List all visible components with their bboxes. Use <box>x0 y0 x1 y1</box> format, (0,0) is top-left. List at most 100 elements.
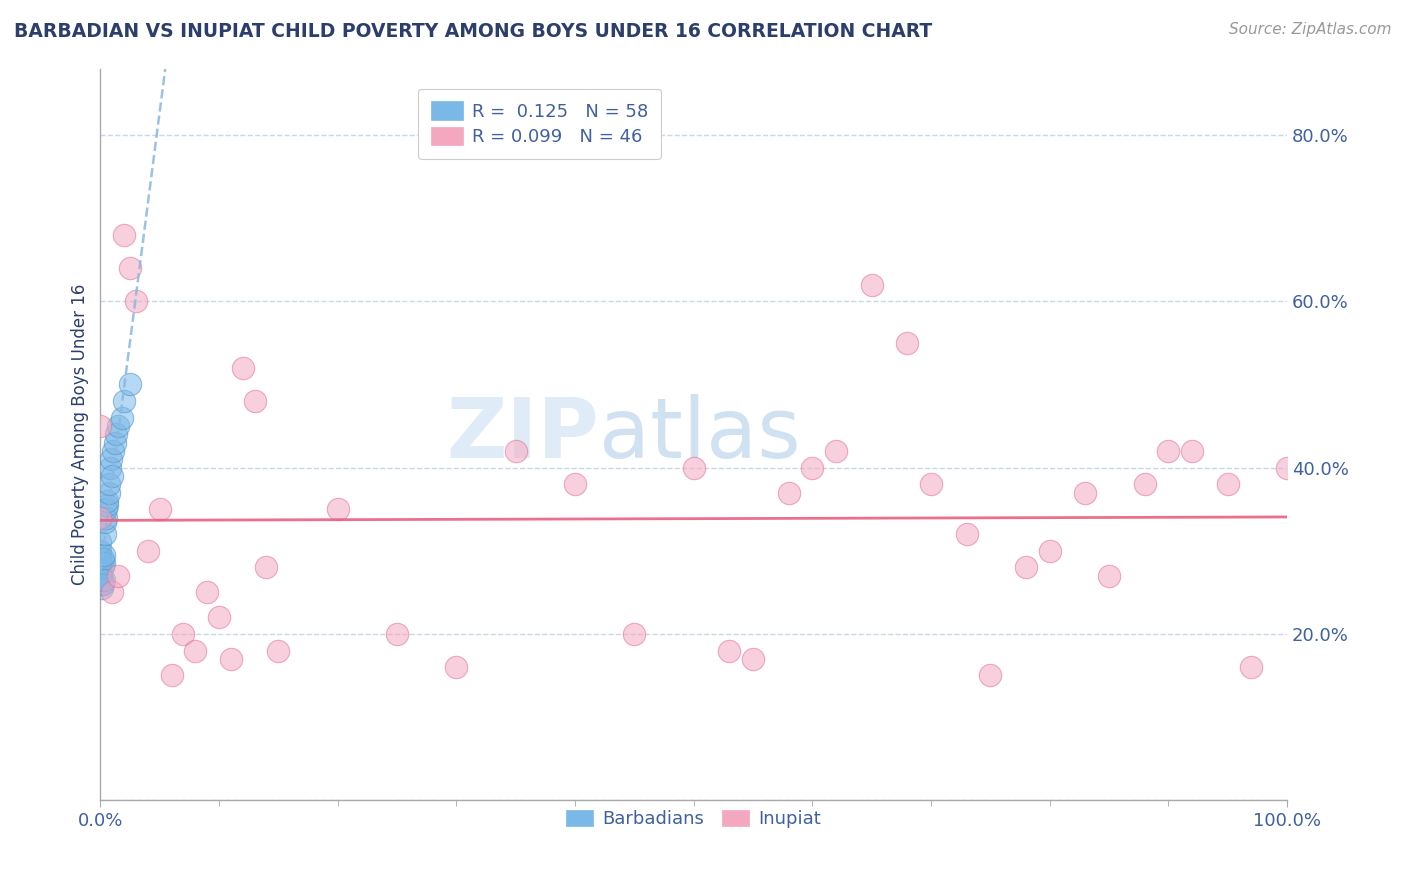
Point <box>801 460 824 475</box>
Point <box>90 577 112 591</box>
Text: atlas: atlas <box>599 394 800 475</box>
Point <box>91 552 114 566</box>
Point <box>1275 460 1298 475</box>
Point <box>89 567 111 582</box>
Point <box>89 568 111 582</box>
Point <box>107 568 129 582</box>
Point <box>89 568 111 582</box>
Point <box>184 643 207 657</box>
Point <box>107 419 129 434</box>
Point <box>825 444 848 458</box>
Point <box>682 460 704 475</box>
Point <box>93 573 115 587</box>
Point <box>89 563 111 577</box>
Point <box>89 568 111 582</box>
Legend: Barbadians, Inupiat: Barbadians, Inupiat <box>560 803 828 835</box>
Point <box>97 477 120 491</box>
Point <box>118 377 141 392</box>
Point <box>623 627 645 641</box>
Point <box>89 568 111 582</box>
Point <box>89 419 111 434</box>
Point <box>93 548 115 562</box>
Point <box>89 568 111 582</box>
Point <box>267 643 290 657</box>
Point <box>104 427 127 442</box>
Point <box>89 560 111 574</box>
Point <box>103 444 125 458</box>
Point <box>89 564 111 578</box>
Point <box>1039 543 1062 558</box>
Point <box>98 460 121 475</box>
Point <box>89 568 111 582</box>
Point <box>94 515 117 529</box>
Point <box>101 585 124 599</box>
Point <box>385 627 408 641</box>
Point <box>104 435 127 450</box>
Point <box>89 568 111 582</box>
Point <box>96 510 118 524</box>
Point <box>1015 560 1038 574</box>
Point <box>111 410 134 425</box>
Point <box>89 543 111 558</box>
Point <box>89 565 111 579</box>
Point <box>219 652 242 666</box>
Point <box>89 552 111 566</box>
Point <box>326 502 349 516</box>
Point <box>90 573 112 587</box>
Point <box>136 543 159 558</box>
Point <box>89 568 111 582</box>
Point <box>112 394 135 409</box>
Point <box>505 444 527 458</box>
Point <box>89 566 111 581</box>
Point <box>118 261 141 276</box>
Point <box>718 643 741 657</box>
Point <box>896 335 918 350</box>
Point <box>89 556 111 570</box>
Point <box>89 561 111 575</box>
Point <box>920 477 942 491</box>
Point <box>172 627 194 641</box>
Point <box>89 568 111 582</box>
Point <box>96 498 118 512</box>
Point <box>956 527 979 541</box>
Point <box>90 581 112 595</box>
Point <box>564 477 586 491</box>
Point <box>195 585 218 599</box>
Point <box>89 567 111 582</box>
Point <box>1181 444 1204 458</box>
Point <box>89 568 111 582</box>
Point <box>232 360 254 375</box>
Point <box>96 502 118 516</box>
Point <box>100 452 122 467</box>
Point <box>160 668 183 682</box>
Text: ZIP: ZIP <box>446 394 599 475</box>
Point <box>89 568 111 582</box>
Point <box>91 560 114 574</box>
Point <box>112 227 135 242</box>
Point <box>89 562 111 576</box>
Text: BARBADIAN VS INUPIAT CHILD POVERTY AMONG BOYS UNDER 16 CORRELATION CHART: BARBADIAN VS INUPIAT CHILD POVERTY AMONG… <box>14 22 932 41</box>
Point <box>1216 477 1239 491</box>
Point <box>89 568 111 582</box>
Point <box>860 277 883 292</box>
Point <box>89 568 111 582</box>
Point <box>778 485 800 500</box>
Point <box>1074 485 1097 500</box>
Point <box>96 494 118 508</box>
Text: Source: ZipAtlas.com: Source: ZipAtlas.com <box>1229 22 1392 37</box>
Point <box>979 668 1001 682</box>
Point <box>97 485 120 500</box>
Point <box>1157 444 1180 458</box>
Point <box>125 294 148 309</box>
Point <box>89 568 111 582</box>
Point <box>256 560 278 574</box>
Point <box>1133 477 1156 491</box>
Point <box>149 502 172 516</box>
Point <box>1098 568 1121 582</box>
Point <box>101 469 124 483</box>
Point <box>446 660 468 674</box>
Point <box>243 394 266 409</box>
Point <box>91 577 114 591</box>
Y-axis label: Child Poverty Among Boys Under 16: Child Poverty Among Boys Under 16 <box>72 284 89 585</box>
Point <box>89 548 111 562</box>
